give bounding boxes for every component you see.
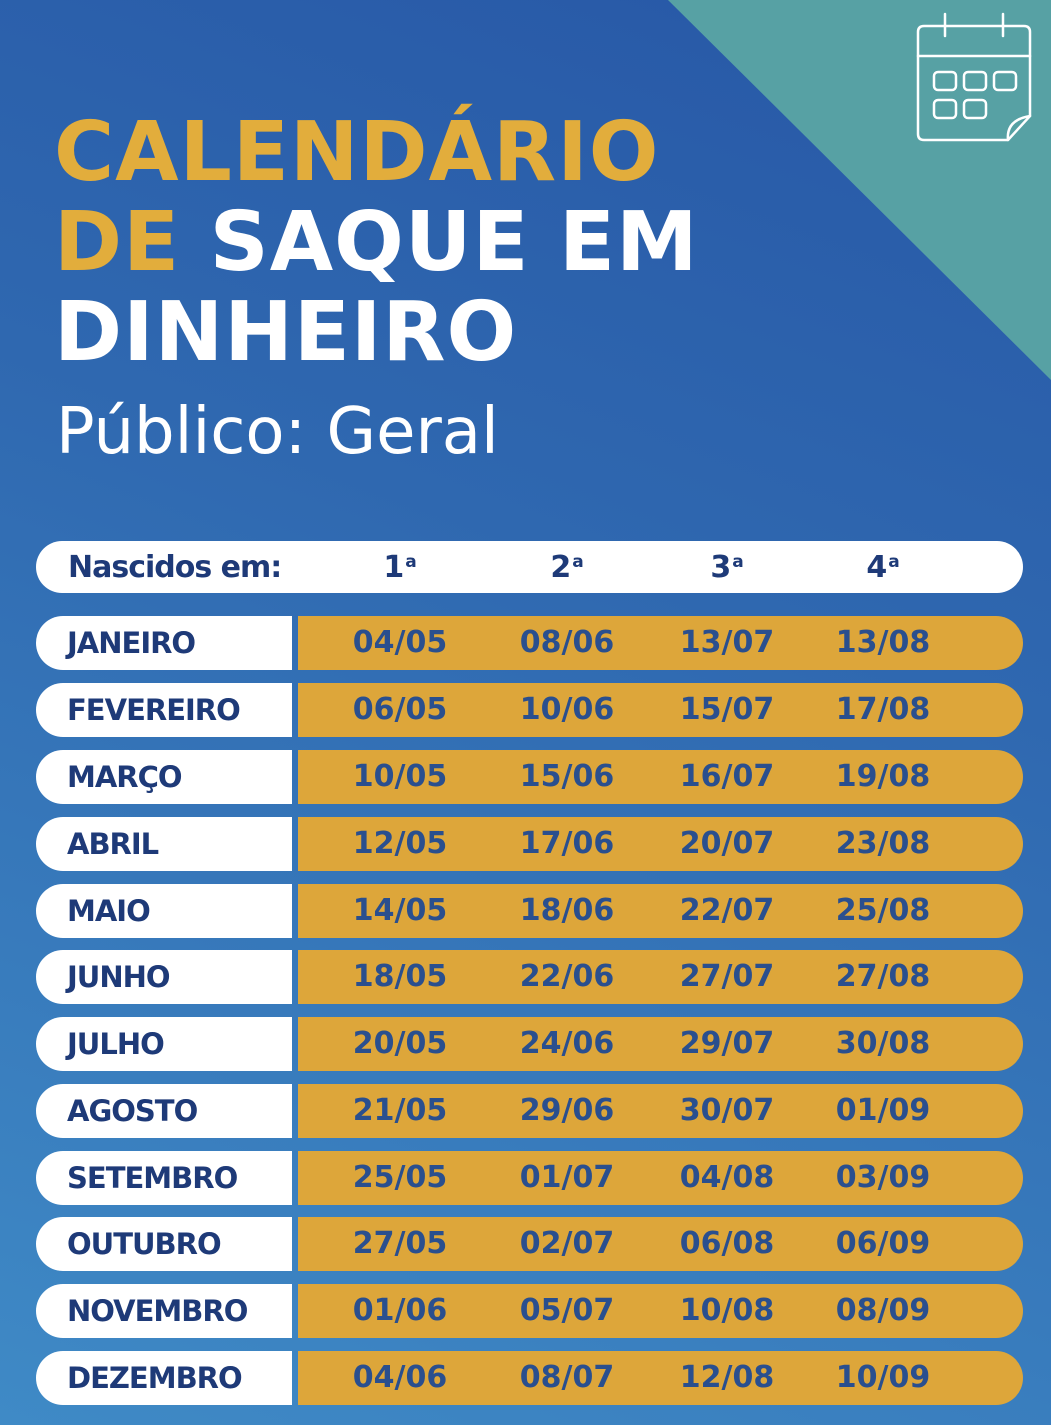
date-2: 24/06 xyxy=(519,1026,615,1061)
month-label: JANEIRO xyxy=(36,616,292,670)
month-label: NOVEMBRO xyxy=(36,1284,292,1338)
date-2: 05/07 xyxy=(519,1293,615,1328)
table-row: JANEIRO 04/05 08/06 13/07 13/08 xyxy=(36,616,1023,670)
dates-cell: 27/05 02/07 06/08 06/09 xyxy=(298,1217,1023,1271)
month-label: AGOSTO xyxy=(36,1084,292,1138)
date-3: 30/07 xyxy=(679,1093,775,1128)
date-3: 27/07 xyxy=(679,959,775,994)
table-row: FEVEREIRO 06/05 10/06 15/07 17/08 xyxy=(36,683,1023,737)
month-label: MAIO xyxy=(36,884,292,938)
date-3: 29/07 xyxy=(679,1026,775,1061)
date-1: 14/05 xyxy=(352,893,448,928)
date-1: 04/06 xyxy=(352,1360,448,1395)
table-row: ABRIL 12/05 17/06 20/07 23/08 xyxy=(36,817,1023,871)
title-line-1: CALENDÁRIO xyxy=(54,105,660,200)
date-4: 25/08 xyxy=(835,893,931,928)
title-words-saque-em: SAQUE EM xyxy=(209,195,699,290)
page-title: CALENDÁRIO DE SAQUE EM DINHEIRO xyxy=(54,108,699,378)
date-1: 20/05 xyxy=(352,1026,448,1061)
month-label: FEVEREIRO xyxy=(36,683,292,737)
date-4: 10/09 xyxy=(835,1360,931,1395)
date-2: 01/07 xyxy=(519,1160,615,1195)
date-2: 22/06 xyxy=(519,959,615,994)
dates-cell: 25/05 01/07 04/08 03/09 xyxy=(298,1151,1023,1205)
date-2: 17/06 xyxy=(519,826,615,861)
table-row: OUTUBRO 27/05 02/07 06/08 06/09 xyxy=(36,1217,1023,1271)
date-3: 16/07 xyxy=(679,759,775,794)
title-line-2: DE SAQUE EM xyxy=(54,198,699,288)
date-1: 06/05 xyxy=(352,692,448,727)
date-1: 01/06 xyxy=(352,1293,448,1328)
date-1: 27/05 xyxy=(352,1226,448,1261)
date-2: 29/06 xyxy=(519,1093,615,1128)
date-3: 22/07 xyxy=(679,893,775,928)
header-label: Nascidos em: xyxy=(68,550,282,585)
table-row: NOVEMBRO 01/06 05/07 10/08 08/09 xyxy=(36,1284,1023,1338)
subtitle: Público: Geral xyxy=(56,395,499,469)
date-3: 20/07 xyxy=(679,826,775,861)
dates-cell: 20/05 24/06 29/07 30/08 xyxy=(298,1017,1023,1071)
date-1: 21/05 xyxy=(352,1093,448,1128)
date-2: 08/06 xyxy=(519,625,615,660)
date-4: 06/09 xyxy=(835,1226,931,1261)
table-row: MAIO 14/05 18/06 22/07 25/08 xyxy=(36,884,1023,938)
date-4: 03/09 xyxy=(835,1160,931,1195)
date-2: 15/06 xyxy=(519,759,615,794)
date-2: 10/06 xyxy=(519,692,615,727)
date-2: 18/06 xyxy=(519,893,615,928)
date-3: 06/08 xyxy=(679,1226,775,1261)
schedule-table: Nascidos em: 1a 2a 3a 4a JANEIRO 04/05 0… xyxy=(36,541,1023,1405)
date-4: 08/09 xyxy=(835,1293,931,1328)
table-row: SETEMBRO 25/05 01/07 04/08 03/09 xyxy=(36,1151,1023,1205)
month-label: DEZEMBRO xyxy=(36,1351,292,1405)
month-label: ABRIL xyxy=(36,817,292,871)
date-4: 13/08 xyxy=(835,625,931,660)
date-1: 04/05 xyxy=(352,625,448,660)
header-col-3: 3a xyxy=(710,550,744,585)
table-row: AGOSTO 21/05 29/06 30/07 01/09 xyxy=(36,1084,1023,1138)
table-row: MARÇO 10/05 15/06 16/07 19/08 xyxy=(36,750,1023,804)
date-2: 02/07 xyxy=(519,1226,615,1261)
date-3: 10/08 xyxy=(679,1293,775,1328)
date-3: 15/07 xyxy=(679,692,775,727)
header-col-2: 2a xyxy=(550,550,584,585)
dates-cell: 04/06 08/07 12/08 10/09 xyxy=(298,1351,1023,1405)
date-2: 08/07 xyxy=(519,1360,615,1395)
dates-cell: 21/05 29/06 30/07 01/09 xyxy=(298,1084,1023,1138)
calendar-icon xyxy=(916,12,1032,142)
header-col-4: 4a xyxy=(866,550,900,585)
dates-cell: 12/05 17/06 20/07 23/08 xyxy=(298,817,1023,871)
table-row: JUNHO 18/05 22/06 27/07 27/08 xyxy=(36,950,1023,1004)
dates-cell: 01/06 05/07 10/08 08/09 xyxy=(298,1284,1023,1338)
dates-cell: 06/05 10/06 15/07 17/08 xyxy=(298,683,1023,737)
title-line-3: DINHEIRO xyxy=(54,285,518,380)
date-3: 12/08 xyxy=(679,1360,775,1395)
dates-cell: 18/05 22/06 27/07 27/08 xyxy=(298,950,1023,1004)
date-4: 30/08 xyxy=(835,1026,931,1061)
date-1: 10/05 xyxy=(352,759,448,794)
dates-cell: 10/05 15/06 16/07 19/08 xyxy=(298,750,1023,804)
date-1: 18/05 xyxy=(352,959,448,994)
table-row: DEZEMBRO 04/06 08/07 12/08 10/09 xyxy=(36,1351,1023,1405)
date-4: 19/08 xyxy=(835,759,931,794)
date-4: 23/08 xyxy=(835,826,931,861)
dates-cell: 04/05 08/06 13/07 13/08 xyxy=(298,616,1023,670)
date-4: 17/08 xyxy=(835,692,931,727)
month-label: OUTUBRO xyxy=(36,1217,292,1271)
date-4: 01/09 xyxy=(835,1093,931,1128)
month-label: JULHO xyxy=(36,1017,292,1071)
date-1: 12/05 xyxy=(352,826,448,861)
date-1: 25/05 xyxy=(352,1160,448,1195)
month-label: SETEMBRO xyxy=(36,1151,292,1205)
title-word-de: DE xyxy=(54,195,181,290)
month-label: MARÇO xyxy=(36,750,292,804)
dates-cell: 14/05 18/06 22/07 25/08 xyxy=(298,884,1023,938)
table-header: Nascidos em: 1a 2a 3a 4a xyxy=(36,541,1023,593)
date-3: 13/07 xyxy=(679,625,775,660)
table-row: JULHO 20/05 24/06 29/07 30/08 xyxy=(36,1017,1023,1071)
date-3: 04/08 xyxy=(679,1160,775,1195)
date-4: 27/08 xyxy=(835,959,931,994)
month-label: JUNHO xyxy=(36,950,292,1004)
header-col-1: 1a xyxy=(383,550,417,585)
